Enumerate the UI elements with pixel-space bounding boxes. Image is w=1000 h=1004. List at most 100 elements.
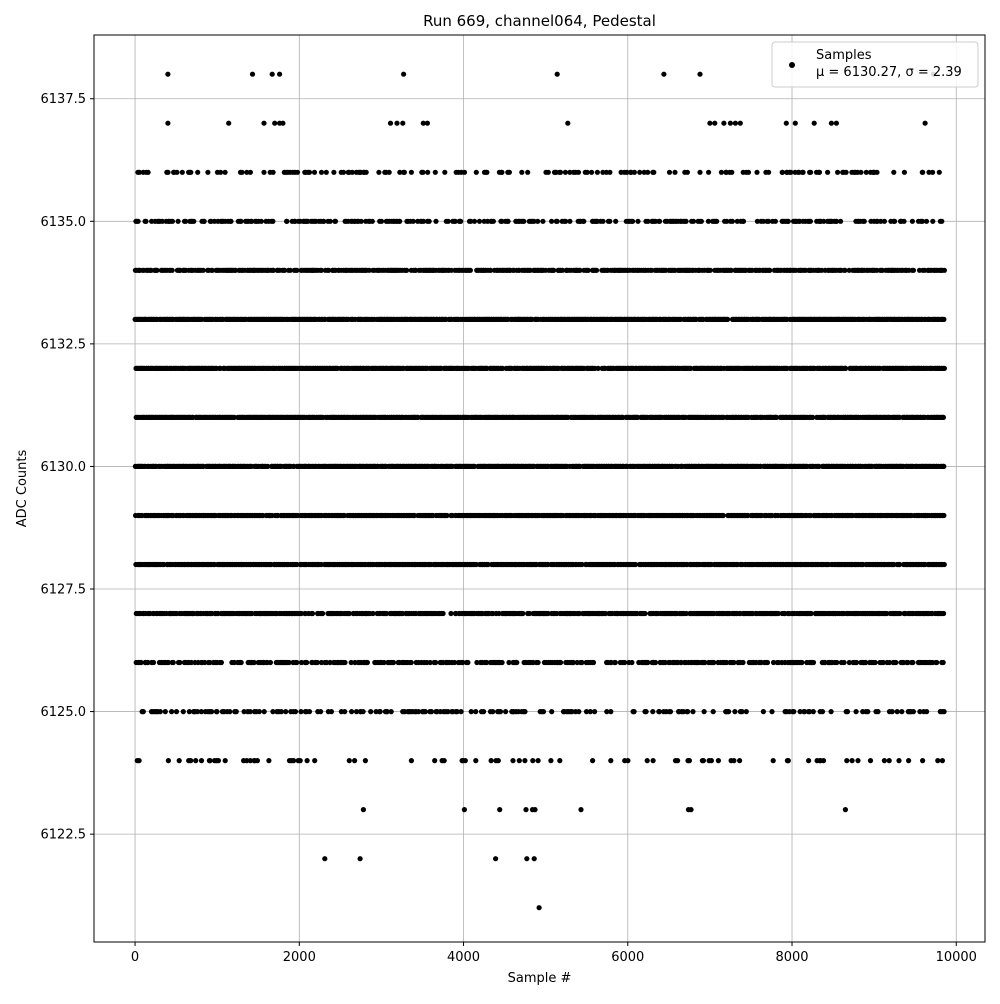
data-point [433, 219, 438, 224]
data-point [632, 170, 637, 175]
data-point [549, 709, 554, 714]
data-point [420, 170, 425, 175]
data-point [446, 219, 451, 224]
data-point [685, 170, 690, 175]
data-point [567, 219, 572, 224]
data-point [146, 170, 151, 175]
data-point [404, 268, 409, 273]
data-point [557, 758, 562, 763]
data-point [489, 758, 494, 763]
data-point [174, 170, 179, 175]
data-point [474, 170, 479, 175]
data-point [716, 758, 721, 763]
data-point [257, 709, 262, 714]
data-point [525, 170, 530, 175]
data-point [767, 268, 772, 273]
data-point [607, 219, 612, 224]
data-point [675, 758, 680, 763]
data-point [730, 219, 735, 224]
data-point [697, 170, 702, 175]
data-point [137, 758, 142, 763]
data-point [370, 219, 375, 224]
data-point [205, 170, 210, 175]
data-point [170, 219, 175, 224]
data-point [808, 170, 813, 175]
data-point [644, 709, 649, 714]
data-point [702, 709, 707, 714]
data-point [387, 170, 392, 175]
data-point [477, 219, 482, 224]
data-point [507, 170, 512, 175]
data-point [761, 709, 766, 714]
data-point [223, 170, 228, 175]
data-point [141, 709, 146, 714]
data-point [271, 170, 276, 175]
data-point [811, 660, 816, 665]
data-point [409, 758, 414, 763]
data-point [349, 709, 354, 714]
data-point [498, 709, 503, 714]
data-point [684, 219, 689, 224]
data-point [468, 268, 473, 273]
data-point [771, 758, 776, 763]
data-point [590, 758, 595, 763]
data-point [136, 219, 141, 224]
data-point [442, 758, 447, 763]
data-point [180, 170, 185, 175]
data-point [548, 758, 553, 763]
data-point [708, 268, 713, 273]
data-point [163, 709, 168, 714]
data-point [754, 170, 759, 175]
data-point [320, 611, 325, 616]
data-point [448, 611, 453, 616]
data-point [629, 660, 634, 665]
data-point [409, 170, 414, 175]
data-point [294, 660, 299, 665]
data-point [592, 709, 597, 714]
data-point [151, 660, 156, 665]
data-point [411, 219, 416, 224]
data-point [709, 758, 714, 763]
data-point [307, 709, 312, 714]
data-point [305, 758, 310, 763]
data-point [389, 709, 394, 714]
data-point [608, 758, 613, 763]
data-point [737, 758, 742, 763]
data-point [261, 170, 266, 175]
data-point [262, 709, 267, 714]
data-point [158, 709, 163, 714]
data-point [228, 219, 233, 224]
data-point [176, 219, 181, 224]
data-point [746, 170, 751, 175]
data-point [725, 317, 730, 322]
data-point [352, 758, 357, 763]
data-point [379, 219, 384, 224]
data-point [177, 758, 182, 763]
data-point [706, 170, 711, 175]
data-point [368, 709, 373, 714]
data-point [744, 709, 749, 714]
data-point [227, 709, 232, 714]
data-point [473, 709, 478, 714]
data-point [298, 758, 303, 763]
data-point [625, 758, 630, 763]
data-point [642, 611, 647, 616]
data-point [589, 170, 594, 175]
data-point [429, 709, 434, 714]
data-point [491, 219, 496, 224]
data-point [239, 660, 244, 665]
data-point [576, 709, 581, 714]
data-point [397, 219, 402, 224]
data-point [378, 709, 383, 714]
data-point [732, 709, 737, 714]
data-point [463, 758, 468, 763]
data-point [207, 758, 212, 763]
data-point [363, 758, 368, 763]
data-point [769, 709, 774, 714]
data-point [726, 709, 731, 714]
data-point [391, 660, 396, 665]
data-point [563, 170, 568, 175]
data-point [465, 660, 470, 665]
data-point [283, 709, 288, 714]
